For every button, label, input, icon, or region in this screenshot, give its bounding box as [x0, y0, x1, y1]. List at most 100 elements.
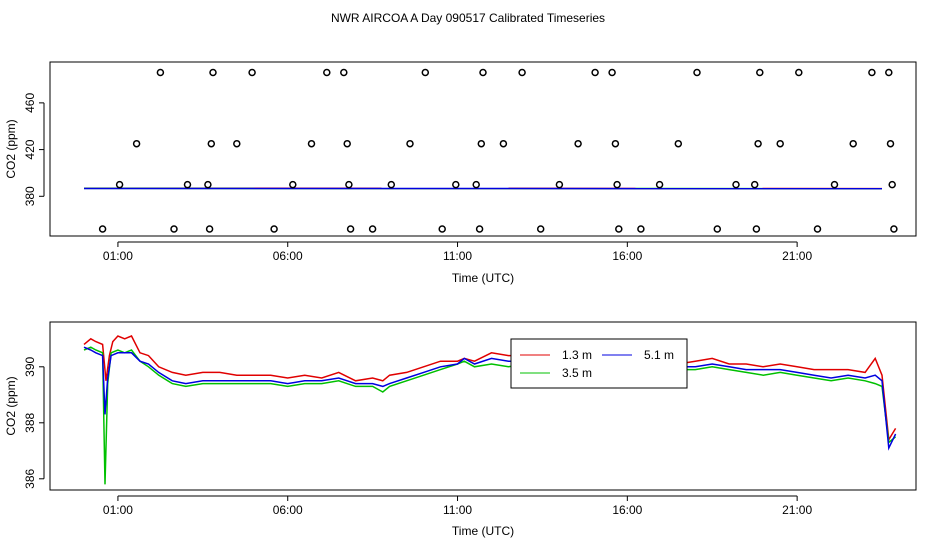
calibration-point — [732, 180, 740, 189]
calibration-point — [591, 68, 599, 77]
calibration-point — [674, 139, 683, 148]
calibration-point — [693, 68, 701, 77]
calibration-point — [205, 225, 214, 233]
top-y-tick-label: 420 — [23, 139, 37, 159]
top-x-tick-label: 06:00 — [273, 249, 303, 263]
calibration-point — [343, 139, 351, 148]
bottom-x-tick-label: 16:00 — [612, 503, 642, 517]
calibration-point — [368, 225, 377, 233]
bottom-series-lines — [83, 335, 897, 485]
calibration-point — [170, 225, 178, 233]
calibration-point — [756, 68, 764, 77]
top-x-tick-label: 16:00 — [612, 249, 642, 263]
calibration-point — [813, 225, 822, 233]
top-x-axis: 01:00 06:00 11:00 16:00 21:00 — [103, 241, 812, 263]
bottom-x-tick-label: 01:00 — [103, 503, 133, 517]
calibration-point — [345, 180, 353, 189]
figure-title: NWR AIRCOA A Day 090517 Calibrated Times… — [331, 11, 605, 25]
series-line-13m — [83, 335, 897, 442]
calibration-point — [637, 225, 645, 233]
top-x-axis-label: Time (UTC) — [452, 271, 514, 285]
calibration-point — [713, 225, 722, 233]
calibration-point — [406, 139, 414, 148]
calibration-point — [472, 180, 480, 189]
calibration-point — [438, 225, 446, 233]
calibration-point — [132, 139, 141, 148]
bottom-x-axis-label: Time (UTC) — [452, 524, 514, 538]
top-y-axis-label: CO2 (ppm) — [4, 119, 18, 178]
bottom-x-tick-label: 06:00 — [273, 503, 303, 517]
legend: 1.3 m 5.1 m 3.5 m — [510, 338, 688, 389]
top-x-tick-label: 21:00 — [782, 249, 812, 263]
calibration-point — [613, 180, 621, 189]
series-line-51m — [83, 346, 897, 451]
bottom-x-tick-label: 21:00 — [782, 503, 812, 517]
bottom-y-axis-label: CO2 (ppm) — [4, 376, 18, 435]
calibration-point — [655, 180, 664, 189]
calibration-point — [183, 180, 192, 189]
bottom-panel: 01:00 06:00 11:00 16:00 21:00 386 388 390 1.3 … — [4, 321, 917, 538]
calibration-point — [615, 225, 623, 233]
top-y-tick-label: 380 — [23, 186, 37, 206]
top-calibration-points — [98, 68, 898, 233]
bottom-y-tick-label: 386 — [23, 468, 37, 488]
calibration-point — [776, 139, 784, 148]
calibration-point — [849, 139, 857, 148]
calibration-point — [608, 68, 616, 77]
calibration-point — [885, 68, 893, 77]
bottom-plot-frame — [49, 321, 917, 491]
top-x-tick-label: 11:00 — [443, 249, 472, 263]
series-line-35m — [83, 346, 897, 485]
calibration-point — [209, 68, 217, 77]
calibration-point — [890, 225, 898, 233]
top-x-tick-label: 01:00 — [103, 249, 133, 263]
bottom-x-axis: 01:00 06:00 11:00 16:00 21:00 — [103, 495, 812, 517]
calibration-point — [479, 68, 487, 77]
top-y-tick-label: 460 — [23, 93, 37, 113]
calibration-point — [387, 180, 396, 189]
calibration-point — [795, 68, 803, 77]
calibration-point — [323, 68, 331, 77]
calibration-point — [754, 139, 762, 148]
calibration-point — [270, 225, 278, 233]
calibration-point — [156, 68, 165, 77]
top-y-axis: 380 420 460 — [23, 93, 45, 206]
calibration-point — [830, 180, 839, 189]
calibration-point — [518, 68, 526, 77]
calibration-point — [555, 180, 564, 189]
calibration-point — [204, 180, 212, 189]
calibration-point — [886, 139, 895, 148]
bottom-y-tick-label: 388 — [23, 412, 37, 432]
calibration-point — [207, 139, 216, 148]
calibration-point — [611, 139, 620, 148]
calibration-point — [888, 180, 896, 189]
calibration-point — [346, 225, 355, 233]
top-panel: 01:00 06:00 11:00 16:00 21:00 380 420 460 Time… — [4, 61, 917, 285]
top-plot-frame — [49, 61, 917, 237]
calibration-point — [574, 139, 582, 148]
calibration-point — [340, 68, 348, 77]
calibration-point — [307, 139, 316, 148]
bottom-y-axis: 386 388 390 — [23, 356, 45, 489]
bottom-y-tick-label: 390 — [23, 356, 37, 376]
calibration-point — [868, 68, 876, 77]
calibration-point — [536, 225, 545, 233]
calibration-point — [477, 139, 486, 148]
legend-box — [510, 338, 688, 389]
calibration-point — [98, 225, 107, 233]
calibration-point — [289, 180, 297, 189]
calibration-point — [499, 139, 508, 148]
bottom-x-tick-label: 11:00 — [443, 503, 472, 517]
calibration-point — [421, 68, 430, 77]
calibration-point — [233, 139, 241, 148]
legend-label: 1.3 m — [562, 348, 592, 362]
calibration-point — [475, 225, 484, 233]
calibration-point — [752, 225, 761, 233]
legend-label: 5.1 m — [644, 348, 674, 362]
calibration-point — [452, 180, 460, 189]
calibration-point — [248, 68, 256, 77]
calibration-point — [115, 180, 124, 189]
legend-label: 3.5 m — [562, 366, 592, 380]
calibration-point — [750, 180, 759, 189]
